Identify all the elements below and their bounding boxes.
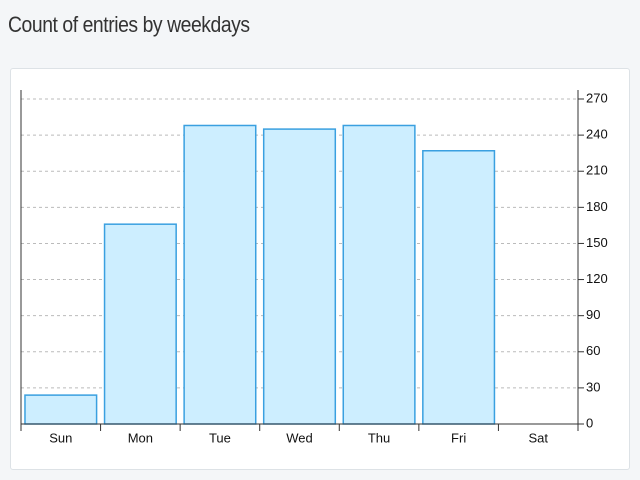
y-tick-label: 270 (586, 90, 608, 105)
y-tick-label: 210 (586, 163, 608, 178)
x-tick-label: Mon (128, 430, 153, 445)
y-tick-label: 30 (586, 379, 600, 394)
y-tick-label: 150 (586, 235, 608, 250)
y-tick-label: 240 (586, 127, 608, 142)
y-tick-label: 120 (586, 271, 608, 286)
x-tick-label: Thu (368, 430, 390, 445)
bar (24, 394, 98, 425)
y-tick-label: 90 (586, 307, 600, 322)
chart-title: Count of entries by weekdays (8, 12, 250, 37)
x-tick-label: Sat (528, 430, 548, 445)
bar (422, 150, 496, 425)
y-tick-label: 60 (586, 343, 600, 358)
bar (183, 124, 257, 425)
y-tick-label: 180 (586, 199, 608, 214)
bar (342, 124, 416, 425)
y-tick-label: 0 (586, 415, 593, 430)
x-tick-label: Wed (286, 430, 313, 445)
x-tick-label: Fri (451, 430, 466, 445)
bar (103, 223, 177, 425)
bar (262, 128, 337, 425)
x-tick-label: Tue (209, 430, 231, 445)
x-tick-label: Sun (49, 430, 72, 445)
